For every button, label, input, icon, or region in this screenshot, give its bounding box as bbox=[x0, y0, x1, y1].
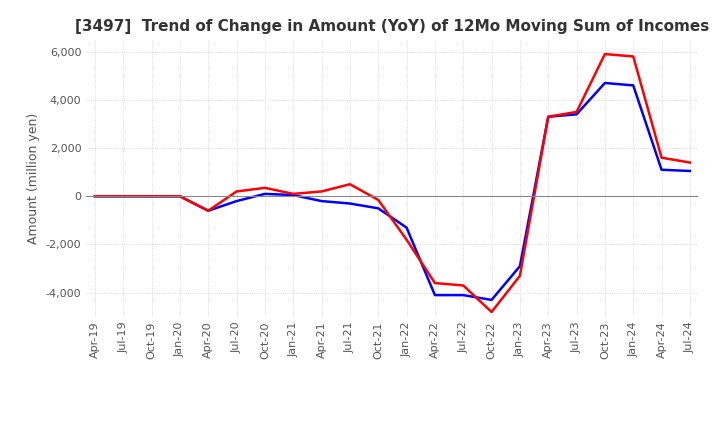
Ordinary Income bbox=[176, 194, 184, 199]
Net Income bbox=[91, 194, 99, 199]
Net Income bbox=[544, 114, 552, 119]
Net Income bbox=[261, 185, 269, 191]
Net Income bbox=[346, 182, 354, 187]
Y-axis label: Amount (million yen): Amount (million yen) bbox=[27, 113, 40, 244]
Net Income bbox=[685, 160, 694, 165]
Ordinary Income bbox=[119, 194, 127, 199]
Ordinary Income bbox=[374, 205, 382, 211]
Net Income bbox=[572, 109, 581, 114]
Line: Net Income: Net Income bbox=[95, 54, 690, 312]
Net Income bbox=[459, 283, 467, 288]
Net Income bbox=[487, 309, 496, 315]
Ordinary Income bbox=[233, 198, 241, 204]
Ordinary Income bbox=[459, 293, 467, 298]
Net Income bbox=[657, 155, 666, 160]
Ordinary Income bbox=[544, 114, 552, 119]
Title: [3497]  Trend of Change in Amount (YoY) of 12Mo Moving Sum of Incomes: [3497] Trend of Change in Amount (YoY) o… bbox=[76, 19, 709, 34]
Ordinary Income bbox=[204, 208, 212, 213]
Net Income bbox=[516, 273, 524, 279]
Ordinary Income bbox=[402, 225, 411, 230]
Ordinary Income bbox=[629, 83, 637, 88]
Ordinary Income bbox=[657, 167, 666, 172]
Ordinary Income bbox=[261, 191, 269, 197]
Ordinary Income bbox=[487, 297, 496, 303]
Net Income bbox=[204, 208, 212, 213]
Net Income bbox=[629, 54, 637, 59]
Net Income bbox=[233, 189, 241, 194]
Net Income bbox=[600, 51, 609, 57]
Ordinary Income bbox=[318, 198, 326, 204]
Ordinary Income bbox=[91, 194, 99, 199]
Net Income bbox=[402, 237, 411, 242]
Net Income bbox=[119, 194, 127, 199]
Ordinary Income bbox=[431, 293, 439, 298]
Ordinary Income bbox=[516, 264, 524, 269]
Net Income bbox=[374, 197, 382, 202]
Ordinary Income bbox=[685, 169, 694, 174]
Ordinary Income bbox=[600, 81, 609, 86]
Net Income bbox=[318, 189, 326, 194]
Net Income bbox=[289, 191, 297, 197]
Ordinary Income bbox=[346, 201, 354, 206]
Net Income bbox=[431, 280, 439, 286]
Net Income bbox=[176, 194, 184, 199]
Line: Ordinary Income: Ordinary Income bbox=[95, 83, 690, 300]
Ordinary Income bbox=[289, 192, 297, 198]
Ordinary Income bbox=[572, 112, 581, 117]
Ordinary Income bbox=[148, 194, 156, 199]
Net Income bbox=[148, 194, 156, 199]
